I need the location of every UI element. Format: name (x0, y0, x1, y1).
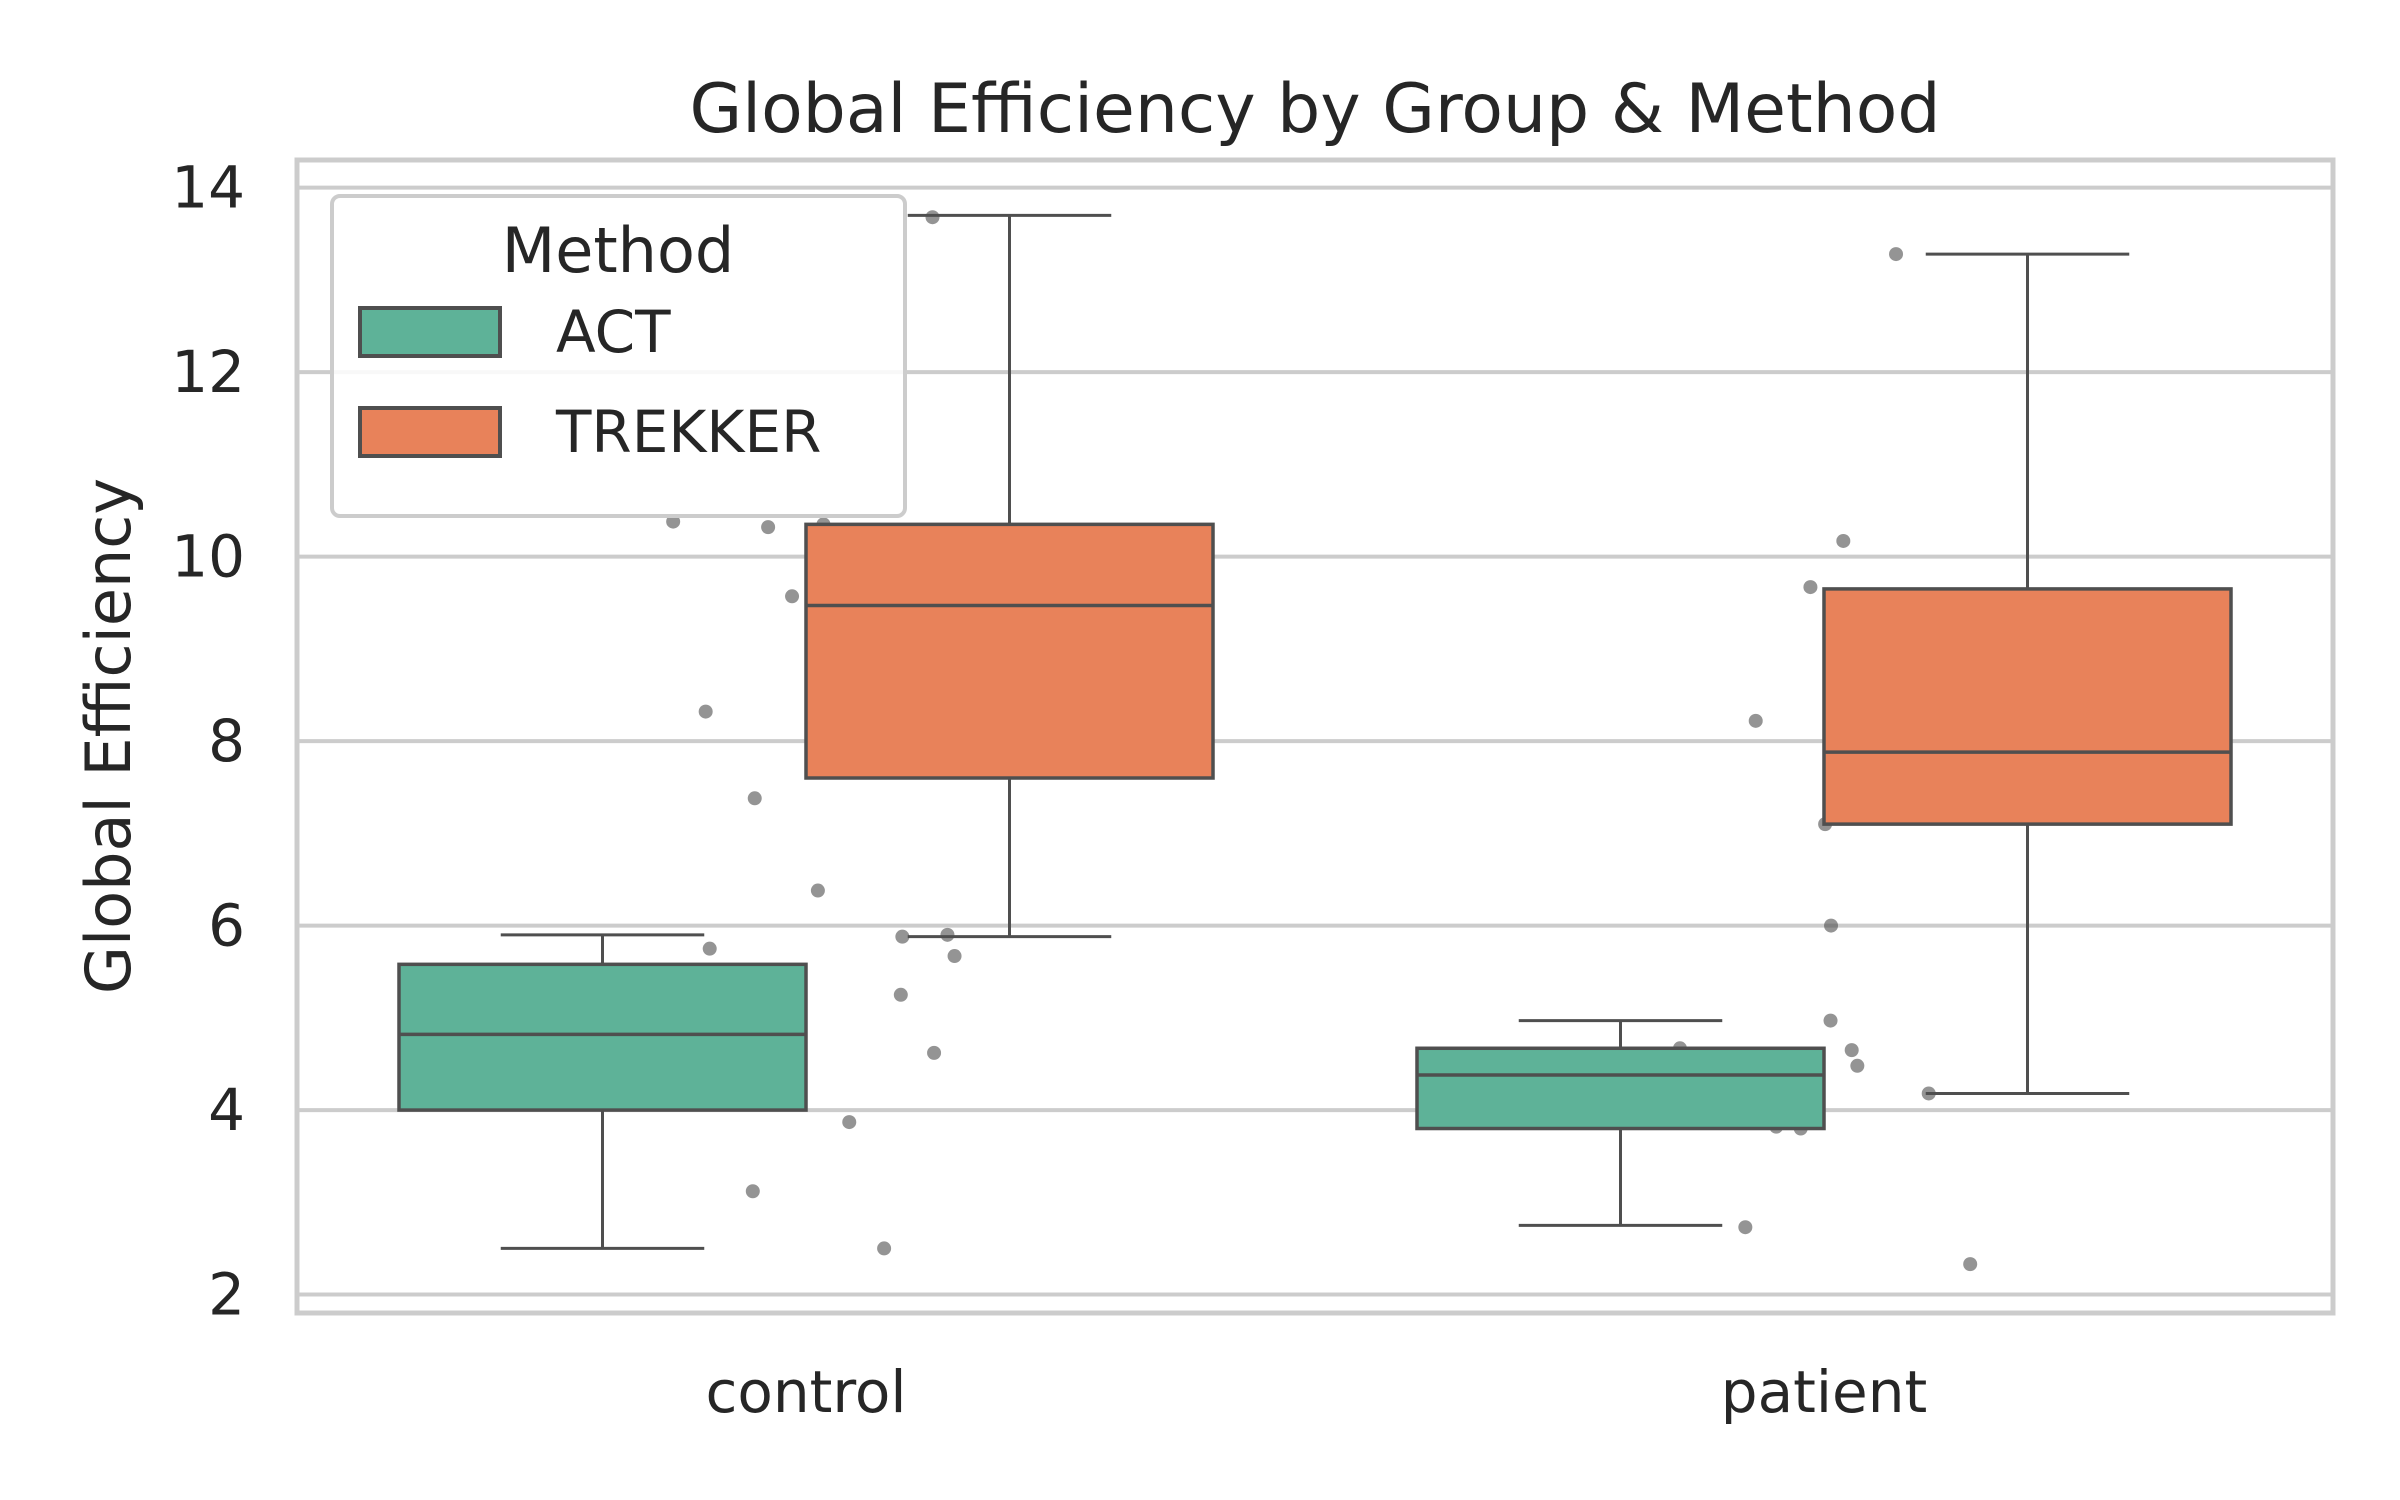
legend-title: Method (502, 214, 735, 287)
data-point (1823, 1013, 1838, 1028)
data-point (785, 589, 800, 604)
data-point (1836, 533, 1851, 548)
data-point (925, 210, 940, 225)
x-tick-label: control (705, 1358, 906, 1426)
data-point (927, 1045, 942, 1060)
y-tick-label: 2 (208, 1261, 245, 1329)
data-point (895, 929, 910, 944)
data-point (1844, 1043, 1859, 1058)
legend-label: ACT (556, 298, 671, 366)
chart-title: Global Efficiency by Group & Method (689, 70, 1940, 149)
data-point (698, 704, 713, 719)
y-tick-labels: 2 4 6 8 10 12 14 (171, 154, 245, 1329)
legend-swatch (358, 306, 502, 358)
y-tick-label: 4 (208, 1076, 245, 1144)
x-tick-labels: control patient (705, 1358, 1927, 1426)
box-act-patient (1415, 1019, 1826, 1227)
boxes (397, 213, 2233, 1250)
y-axis-label: Global Efficiency (72, 478, 145, 994)
data-point (1850, 1058, 1865, 1073)
y-tick-label: 8 (208, 707, 245, 775)
data-point (666, 514, 681, 529)
legend: Method ACT TREKKER (330, 194, 907, 518)
data-point (1748, 713, 1763, 728)
data-point (947, 949, 962, 964)
box-act-control (397, 933, 808, 1250)
data-point (842, 1115, 857, 1130)
data-point (893, 987, 908, 1002)
legend-items: ACT TREKKER (358, 298, 821, 466)
data-point (940, 927, 955, 942)
y-tick-label: 6 (208, 892, 245, 960)
data-point (745, 1184, 760, 1199)
data-point (747, 791, 762, 806)
data-point (1963, 1257, 1978, 1272)
y-tick-label: 12 (171, 338, 245, 406)
y-tick-label: 14 (171, 154, 245, 222)
box-body (397, 962, 808, 1112)
y-tick-label: 10 (171, 523, 245, 591)
box-body (1822, 587, 2233, 826)
box-trekker-control (804, 213, 1215, 939)
plot-frame (294, 157, 2336, 1316)
data-point (810, 883, 825, 898)
data-point (702, 941, 717, 956)
box-body (804, 522, 1215, 780)
legend-swatch (358, 406, 502, 458)
data-point (1824, 918, 1839, 933)
legend-label: TREKKER (555, 398, 821, 466)
data-point (1889, 247, 1904, 262)
data-point (761, 520, 776, 535)
box-body (1415, 1046, 1826, 1131)
data-point (1803, 580, 1818, 595)
box-trekker-patient (1822, 252, 2233, 1095)
x-tick-label: patient (1721, 1358, 1927, 1426)
data-points (666, 210, 1978, 1272)
data-point (1738, 1220, 1753, 1235)
data-point (877, 1241, 892, 1256)
